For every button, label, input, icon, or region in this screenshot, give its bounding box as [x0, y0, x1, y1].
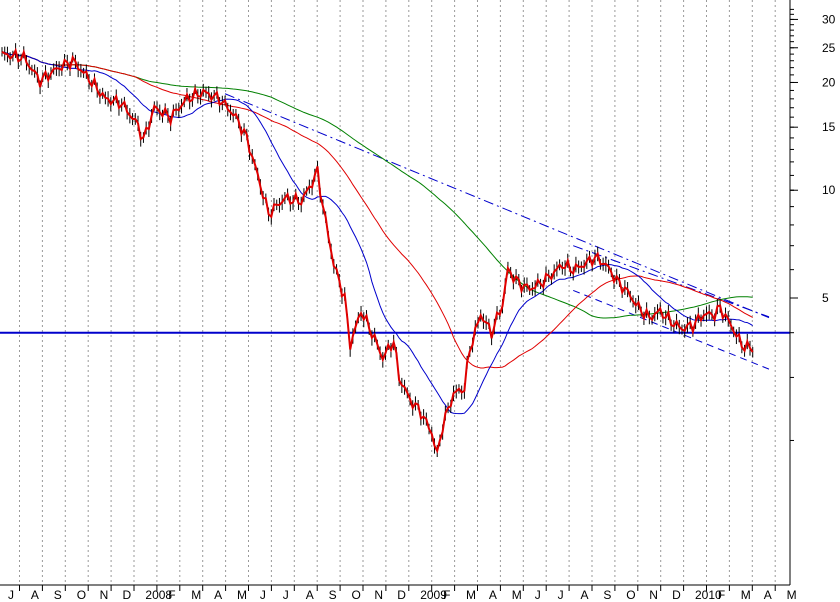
- x-tick-label: M: [787, 588, 797, 602]
- x-tick-label: A: [764, 588, 772, 602]
- x-tick-label: J: [535, 588, 541, 602]
- x-tick-label: A: [214, 588, 222, 602]
- y-tick-label: 10: [822, 183, 836, 197]
- x-tick-label: J: [8, 588, 14, 602]
- x-tick-label: J: [558, 588, 564, 602]
- x-tick-label: F: [718, 588, 725, 602]
- x-tick-label: S: [603, 588, 611, 602]
- x-tick-label: O: [352, 588, 361, 602]
- x-tick-label: D: [672, 588, 681, 602]
- moving-average-line: [1, 51, 753, 369]
- x-tick-label: 2008: [145, 588, 172, 602]
- y-tick-label: 25: [822, 41, 836, 55]
- y-tick-label: 5: [822, 291, 829, 305]
- x-tick-label: A: [489, 588, 497, 602]
- moving-average-line: [1, 51, 753, 415]
- x-tick-label: J: [260, 588, 266, 602]
- x-tick-label: N: [374, 588, 383, 602]
- x-tick-label: J: [283, 588, 289, 602]
- y-tick-label: 20: [822, 75, 836, 89]
- x-tick-label: M: [741, 588, 751, 602]
- y-tick-label: 15: [822, 120, 836, 134]
- x-tick-label: A: [31, 588, 39, 602]
- x-tick-label: 2010: [695, 588, 722, 602]
- x-tick-label: O: [77, 588, 86, 602]
- x-tick-label: S: [329, 588, 337, 602]
- x-tick-label: M: [466, 588, 476, 602]
- x-tick-label: N: [649, 588, 658, 602]
- y-tick-label: 30: [822, 12, 836, 26]
- x-tick-label: D: [123, 588, 132, 602]
- x-tick-label: D: [397, 588, 406, 602]
- x-tick-label: M: [512, 588, 522, 602]
- x-tick-label: F: [168, 588, 175, 602]
- trend-line: [224, 93, 770, 319]
- price-series: [1, 43, 754, 458]
- x-tick-label: A: [306, 588, 314, 602]
- x-tick-label: F: [443, 588, 450, 602]
- x-tick-label: O: [626, 588, 635, 602]
- x-tick-label: M: [237, 588, 247, 602]
- x-tick-label: M: [191, 588, 201, 602]
- x-tick-label: A: [581, 588, 589, 602]
- price-line: [1, 47, 754, 454]
- x-tick-label: S: [54, 588, 62, 602]
- axes: [0, 0, 798, 591]
- x-tick-label: N: [100, 588, 109, 602]
- y-axis-tick-labels: 30 25 20 15 10 5: [822, 12, 836, 305]
- x-tick-label: 2009: [420, 588, 447, 602]
